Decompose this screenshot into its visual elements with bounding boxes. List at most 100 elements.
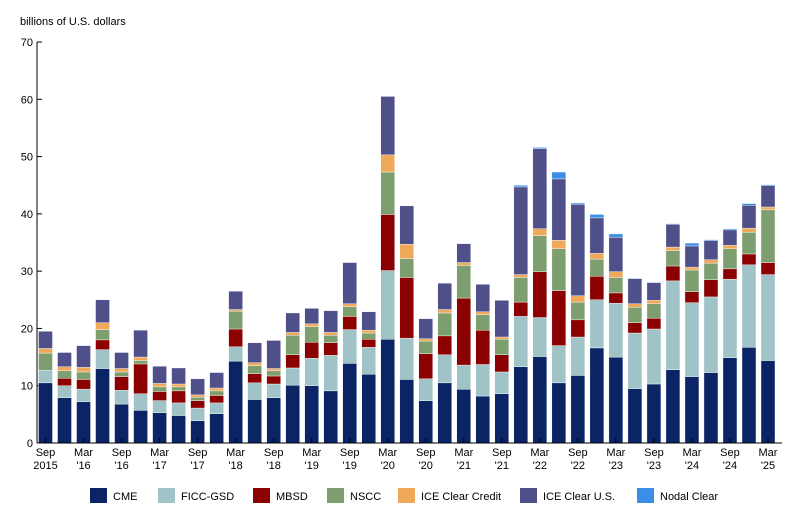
bar-segment-ice-clear-credit (665, 246, 681, 251)
bar-segment-mbsd (209, 395, 224, 404)
bar-segment-cme (171, 415, 186, 444)
bar-segment-cme (665, 369, 681, 444)
bar-segment-ficc-gsd (437, 354, 452, 384)
x-tick-label: Mar (150, 447, 169, 459)
bar-segment-ficc-gsd (722, 278, 738, 358)
bar-segment-nscc (703, 262, 719, 280)
x-tick-label: Mar (378, 447, 397, 459)
bar-segment-nscc (532, 235, 548, 272)
bar-segment-mbsd (361, 339, 376, 348)
bar-segment-nscc (418, 340, 433, 354)
x-tick-label: Mar (454, 447, 473, 459)
bar-segment-ice-clear-u-s (456, 243, 471, 263)
bar-segment-ice-clear-u-s (570, 203, 586, 296)
y-tick-label: 10 (21, 381, 33, 393)
x-tick-label: '19 (343, 460, 357, 472)
bar-segment-nscc (152, 386, 167, 392)
x-tick-label: Sep (340, 447, 360, 459)
bar-segment-ficc-gsd (570, 336, 586, 376)
bar-segment-ice-clear-u-s (38, 331, 53, 349)
bar-segment-nodal-clear (551, 171, 567, 180)
bar-segment-ficc-gsd (513, 316, 529, 368)
bar-segment-ice-clear-credit (494, 336, 510, 340)
legend-label-ficc-gsd: FICC-GSD (181, 491, 234, 503)
bar-segment-mbsd (190, 400, 205, 409)
bar-segment-mbsd (342, 316, 357, 330)
y-tick-label: 30 (21, 266, 33, 278)
bar-segment-ice-clear-credit (722, 245, 738, 250)
bar-segment-nscc (589, 258, 605, 277)
x-tick-label: Mar (74, 447, 93, 459)
bar-segment-ice-clear-u-s (76, 345, 91, 368)
bar-segment-ice-clear-u-s (703, 240, 719, 260)
bar-segment-cme (361, 374, 376, 444)
bar-segment-ice-clear-u-s (266, 340, 281, 369)
x-tick-label: Sep (264, 447, 284, 459)
bar-segment-nodal-clear (760, 184, 776, 186)
bar-segment-mbsd (589, 276, 605, 300)
x-tick-label: Mar (682, 447, 701, 459)
bar-segment-ice-clear-u-s (342, 262, 357, 304)
bar-segment-nscc (247, 365, 262, 374)
bar-segment-mbsd (494, 354, 510, 373)
bar-segment-ice-clear-credit (190, 394, 205, 398)
bar-segment-ice-clear-credit (380, 154, 395, 173)
bar-segment-cme (646, 383, 662, 444)
bar-segment-ice-clear-u-s (475, 284, 490, 313)
bar-segment-ficc-gsd (190, 407, 205, 421)
bar-segment-ice-clear-credit (570, 295, 586, 303)
bar-segment-ice-clear-u-s (665, 223, 681, 248)
bar-segment-cme (304, 385, 319, 444)
bar-segment-cme (627, 388, 643, 444)
bar-segment-cme (475, 395, 490, 444)
legend-swatch-cme (90, 488, 107, 503)
bar-segment-cme (703, 372, 719, 444)
bar-segment-cme (380, 339, 395, 444)
legend-swatch-ice-clear-u-s (520, 488, 537, 503)
bar-segment-cme (456, 388, 471, 444)
bar-segment-ficc-gsd (532, 317, 548, 357)
x-tick-label: '24 (723, 460, 737, 472)
bar-segment-mbsd (627, 322, 643, 334)
x-tick-label: Sep (568, 447, 588, 459)
bar-segment-ficc-gsd (418, 378, 433, 401)
bar-segment-nodal-clear (532, 147, 548, 149)
legend-swatch-mbsd (253, 488, 270, 503)
bar-segment-ficc-gsd (684, 302, 700, 377)
bar-segment-nscc (266, 370, 281, 377)
bar-segment-ice-clear-credit (456, 262, 471, 266)
bar-segment-ice-clear-credit (95, 322, 110, 330)
bar-segment-mbsd (285, 354, 300, 369)
legend-label-nscc: NSCC (350, 491, 381, 503)
bar-segment-nscc (114, 371, 129, 377)
y-tick-label: 50 (21, 152, 33, 164)
bar-segment-ficc-gsd (494, 371, 510, 394)
y-tick-label: 0 (27, 438, 33, 450)
bar-segment-nscc (228, 311, 243, 330)
bar-segment-ficc-gsd (456, 364, 471, 390)
bar-segment-ice-clear-u-s (152, 366, 167, 384)
bar-segment-mbsd (456, 297, 471, 366)
bar-segment-ficc-gsd (285, 367, 300, 386)
bar-segment-cme (608, 356, 624, 444)
y-axis-title: billions of U.S. dollars (20, 16, 126, 28)
bar-segment-ficc-gsd (627, 332, 643, 389)
x-axis: Sep2015Mar'16Sep'16Mar'17Sep'17Mar'18Sep… (33, 438, 782, 472)
bar-segment-ice-clear-credit (361, 329, 376, 334)
bar-segment-ice-clear-u-s (133, 329, 148, 358)
bar-segment-cme (589, 347, 605, 444)
legend-swatch-ficc-gsd (158, 488, 175, 503)
x-tick-label: '22 (533, 460, 547, 472)
y-axis: 0 10 20 30 40 50 60 70 (21, 37, 42, 450)
bar-segment-ice-clear-u-s (494, 300, 510, 338)
bar-segment-ice-clear-u-s (627, 278, 643, 304)
legend-swatch-nodal-clear (637, 488, 654, 503)
x-tick-label: '18 (228, 460, 242, 472)
bar-segment-mbsd (95, 339, 110, 350)
y-tick-label: 20 (21, 323, 33, 335)
bar-segment-ice-clear-credit (228, 309, 243, 312)
bar-segment-ice-clear-u-s (171, 367, 186, 385)
bar-segment-ficc-gsd (209, 402, 224, 414)
bar-segment-nscc (551, 248, 567, 291)
x-tick-label: '16 (114, 460, 128, 472)
